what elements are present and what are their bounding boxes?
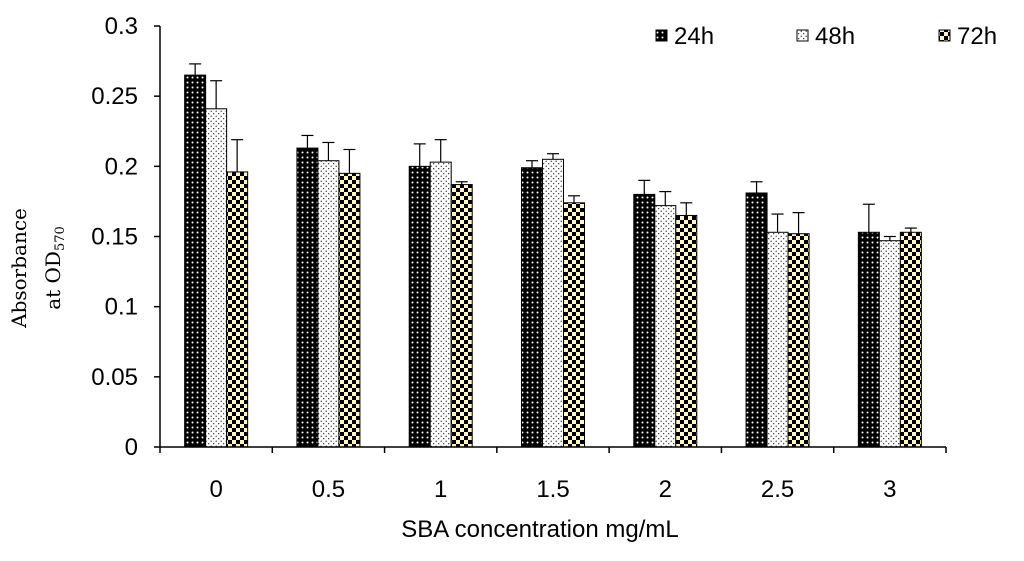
bar-72h-1.5 (563, 202, 585, 448)
bar-48h-2.5 (766, 231, 789, 448)
y-tick-label: 0.1 (105, 294, 138, 321)
bar-24h-1 (408, 165, 431, 448)
y-tick-label: 0.25 (91, 83, 138, 110)
x-tick-label: 2.5 (761, 476, 794, 503)
bar-24h-2.5 (745, 192, 768, 448)
bar-48h-1.5 (542, 158, 564, 448)
y-axis-title: Absorbance at OD570 (7, 208, 68, 329)
error-bars-group (189, 63, 917, 241)
x-axis-ticks: 0 0.5 1 1.5 2 2.5 3 (159, 447, 947, 503)
bar-24h-1.5 (521, 167, 543, 448)
x-tick-label: 0.5 (312, 476, 345, 503)
bar-48h-3 (878, 240, 901, 448)
bars-group (184, 74, 922, 448)
bar-72h-2.5 (787, 233, 810, 448)
y-tick-label: 0.3 (105, 13, 138, 40)
legend: 24h 48h 72h (655, 23, 997, 50)
legend-label-48h: 48h (815, 23, 855, 50)
y-tick-label: 0.2 (105, 153, 138, 180)
bar-72h-2 (675, 214, 698, 448)
y-tick-label: 0.15 (91, 224, 138, 251)
bar-72h-3 (899, 231, 922, 448)
y-axis-title-subscript: 570 (53, 226, 68, 251)
bar-48h-2 (654, 205, 677, 448)
bar-72h-0 (226, 171, 249, 448)
bar-48h-0 (205, 108, 228, 448)
bar-24h-3 (857, 231, 880, 448)
legend-label-24h: 24h (674, 23, 714, 50)
legend-swatch-72h (938, 29, 951, 42)
x-tick-label: 1.5 (536, 476, 569, 503)
y-axis-title-line2: at OD570 (41, 226, 68, 310)
legend-swatch-48h (796, 29, 809, 42)
bar-72h-0.5 (338, 172, 361, 448)
legend-label-72h: 72h (957, 23, 997, 50)
y-axis-title-line1: Absorbance (7, 208, 31, 329)
bar-24h-2 (633, 193, 656, 448)
legend-swatch-24h (655, 29, 668, 42)
bar-48h-1 (429, 161, 452, 448)
x-tick-label: 0 (209, 476, 222, 503)
bar-24h-0.5 (296, 147, 319, 448)
y-axis-ticks: 0 0.05 0.1 0.15 0.2 0.25 0.3 (91, 13, 160, 461)
bar-72h-1 (450, 184, 473, 448)
x-tick-label: 2 (659, 476, 672, 503)
bar-24h-0 (184, 74, 207, 448)
x-tick-label: 1 (434, 476, 447, 503)
x-axis-title: SBA concentration mg/mL (401, 516, 678, 543)
y-tick-label: 0.05 (91, 364, 138, 391)
x-tick-label: 3 (883, 476, 896, 503)
bar-48h-0.5 (317, 160, 340, 448)
y-tick-label: 0 (125, 434, 138, 461)
y-axis-title-od: at OD (41, 251, 65, 310)
